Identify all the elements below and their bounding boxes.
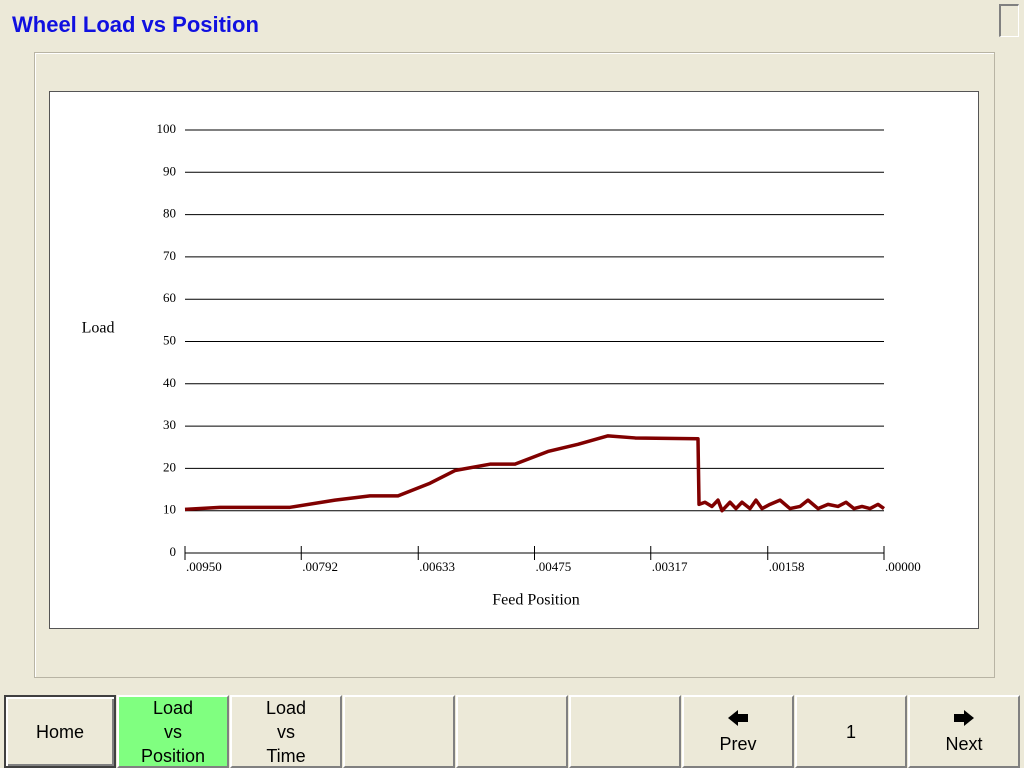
prev-button[interactable]: Prev [682,695,794,768]
x-tick-label: .00950 [186,559,222,574]
empty-button[interactable] [343,695,455,768]
chart: Load Feed Position 0 10 20 30 40 50 60 70 80 90 10… [82,121,921,609]
y-tick-label: 30 [163,417,176,432]
x-tick-label: .00158 [769,559,805,574]
x-axis-label: Feed Position [492,592,580,609]
button-label: Prev [719,733,757,754]
y-tick-label: 60 [163,290,176,305]
y-tick-label: 40 [163,375,176,390]
y-tick-label: 0 [170,544,177,559]
x-tick-label: .00000 [885,559,921,574]
button-label: Next [945,733,983,754]
prev-arrow-icon [728,709,748,726]
x-tick-label: .00475 [536,559,572,574]
y-tick-label: 20 [163,459,176,474]
button-label: Home [35,721,84,742]
chart-panel [34,52,995,678]
load-vs-position-button[interactable]: Load vs Position [117,695,229,768]
button-label: Time [266,745,306,766]
y-tick-label: 50 [163,332,176,347]
page-indicator: 1 [795,695,907,768]
button-label: vs [277,721,295,742]
y-tick-label: 70 [163,248,176,263]
empty-button[interactable] [569,695,681,768]
home-button[interactable]: Home [4,695,116,768]
window-control[interactable] [999,4,1019,37]
button-label: vs [164,721,182,742]
x-tick-label: .00317 [652,559,688,574]
data-line [184,434,886,513]
button-label: Load [152,697,194,718]
load-vs-time-button[interactable]: Load vs Time [230,695,342,768]
y-tick-label: 10 [163,502,176,517]
chart-area: Load Feed Position 0 10 20 30 40 50 60 70 80 90 10… [49,91,979,629]
button-label: Position [140,745,206,766]
empty-button[interactable] [456,695,568,768]
y-axis-label: Load [82,320,115,337]
next-arrow-icon [954,709,974,726]
y-tick-label: 90 [163,163,176,178]
next-button[interactable]: Next [908,695,1020,768]
screen-title: Wheel Load vs Position [12,12,259,37]
y-tick-label: 80 [163,206,176,221]
x-tick-label: .00792 [302,559,338,574]
page-number: 1 [845,721,856,742]
x-tick-label: .00633 [419,559,455,574]
button-label: Load [265,697,307,718]
y-tick-label: 100 [157,121,177,136]
